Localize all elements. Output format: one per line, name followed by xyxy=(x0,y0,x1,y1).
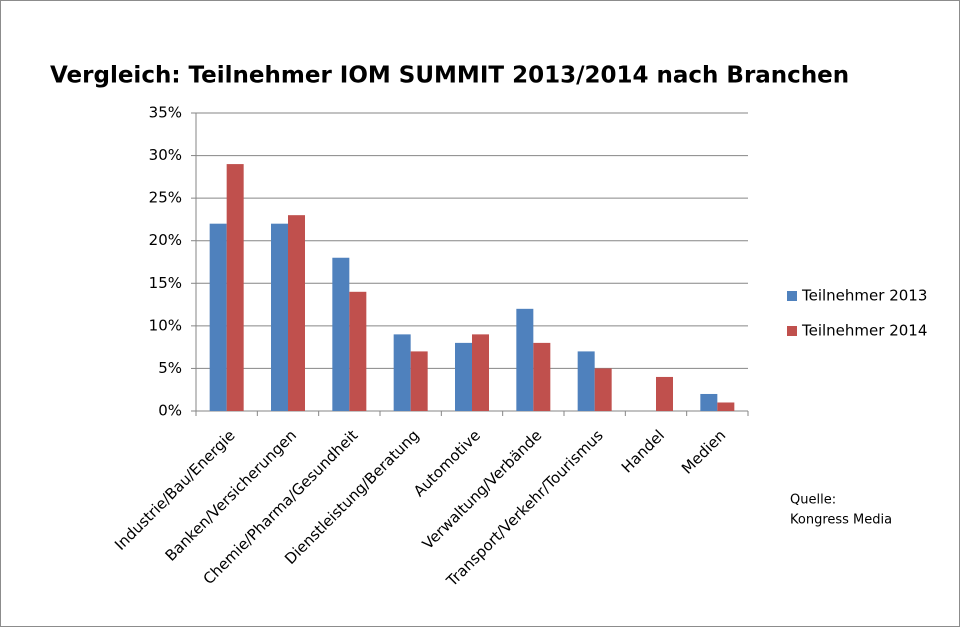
bar xyxy=(594,368,612,411)
legend-swatch xyxy=(787,291,797,301)
bar xyxy=(656,376,673,411)
source-label: Quelle: xyxy=(790,493,836,508)
bar xyxy=(533,342,551,411)
chart-title: Vergleich: Teilnehmer IOM SUMMIT 2013/20… xyxy=(50,63,849,89)
bar xyxy=(700,393,718,411)
bar xyxy=(472,334,489,411)
y-tick-label: 30% xyxy=(149,146,182,164)
bar xyxy=(455,342,472,411)
y-tick-label: 0% xyxy=(158,402,182,420)
bar xyxy=(209,223,227,411)
y-tick-label: 10% xyxy=(149,316,182,334)
bar xyxy=(226,164,244,411)
y-tick-label: 35% xyxy=(149,104,182,122)
bar xyxy=(410,351,428,411)
legend-label: Teilnehmer 2013 xyxy=(801,287,927,305)
y-tick-label: 20% xyxy=(149,231,182,249)
bar xyxy=(288,215,305,411)
bar xyxy=(577,351,595,411)
y-tick-label: 5% xyxy=(158,359,182,377)
legend-label: Teilnehmer 2014 xyxy=(801,322,927,340)
bar xyxy=(717,402,735,411)
bar xyxy=(349,291,367,411)
bar xyxy=(393,334,411,411)
legend-swatch xyxy=(787,326,797,336)
y-tick-label: 15% xyxy=(149,274,182,292)
bar xyxy=(516,308,534,411)
source-name: Kongress Media xyxy=(790,513,892,528)
y-tick-label: 25% xyxy=(149,189,182,207)
bar xyxy=(271,223,288,411)
bar xyxy=(332,257,350,411)
